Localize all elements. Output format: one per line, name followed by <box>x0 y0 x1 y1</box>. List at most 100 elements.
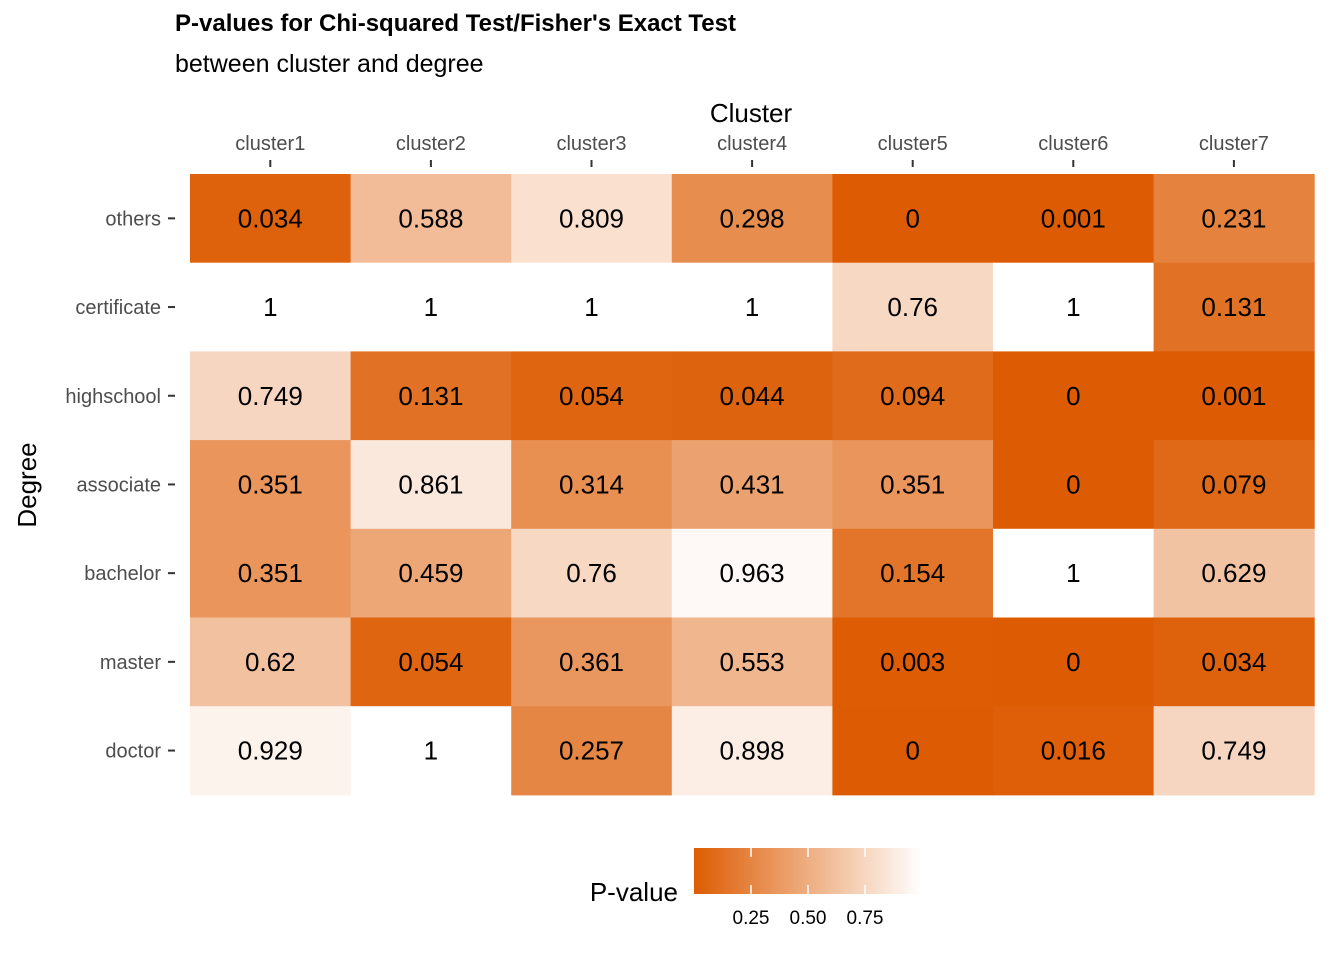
cell-value-label: 0.861 <box>398 469 463 499</box>
cell-value-label: 0 <box>905 736 919 766</box>
heatmap-cell <box>832 351 994 441</box>
cell-value-label: 0 <box>905 203 919 233</box>
heatmap-cell <box>1153 351 1315 441</box>
y-tick-label: bachelor <box>84 563 161 585</box>
heatmap-cell <box>1153 440 1315 530</box>
cell-value-label: 0.361 <box>559 647 624 677</box>
cell-value-label: 0.094 <box>880 381 945 411</box>
cell-value-label: 1 <box>263 292 277 322</box>
heatmap-cell <box>190 351 352 441</box>
heatmap-cell <box>190 617 352 707</box>
cell-value-label: 0.001 <box>1041 203 1106 233</box>
cell-value-label: 0.131 <box>398 381 463 411</box>
cell-value-label: 0.588 <box>398 203 463 233</box>
heatmap-cell <box>832 617 994 707</box>
cell-value-label: 0.553 <box>720 647 785 677</box>
cell-value-label: 0.76 <box>887 292 938 322</box>
heatmap-cell <box>671 617 833 707</box>
cell-value-label: 0.016 <box>1041 736 1106 766</box>
heatmap-cell <box>350 351 512 441</box>
y-tick-label: doctor <box>105 741 161 763</box>
heatmap-cell <box>511 174 673 264</box>
heatmap-cell <box>511 262 673 352</box>
legend: P-value 0.25 0.50 0.75 <box>590 848 922 929</box>
x-tick-label: cluster2 <box>396 133 466 155</box>
cell-value-label: 1 <box>424 736 438 766</box>
x-tick-label: cluster3 <box>556 133 626 155</box>
cell-value-label: 0.629 <box>1201 558 1266 588</box>
cell-value-label: 0.351 <box>238 558 303 588</box>
cell-value-label: 0.898 <box>720 736 785 766</box>
cell-value-label: 0.351 <box>880 469 945 499</box>
heatmap-cell <box>832 262 994 352</box>
cell-value-label: 0.314 <box>559 469 624 499</box>
cell-value-label: 0.459 <box>398 558 463 588</box>
heatmap-cell <box>671 351 833 441</box>
heatmap-cell <box>190 440 352 530</box>
y-tick-label: others <box>105 208 161 230</box>
heatmap-cell <box>350 174 512 264</box>
x-tick-label: cluster6 <box>1038 133 1108 155</box>
heatmap-cell <box>671 706 833 796</box>
cell-value-label: 0.079 <box>1201 469 1266 499</box>
heatmap-cell <box>993 174 1155 264</box>
y-tick-label: master <box>100 652 161 674</box>
cell-value-label: 0.003 <box>880 647 945 677</box>
heatmap-cell <box>1153 617 1315 707</box>
cell-value-label: 0.809 <box>559 203 624 233</box>
x-axis-ticks: cluster1 cluster2 cluster3 cluster4 cluster5… <box>235 133 1269 167</box>
cell-value-label: 0.749 <box>1201 736 1266 766</box>
heatmap-cell <box>1153 706 1315 796</box>
cell-value-label: 0.054 <box>559 381 624 411</box>
heatmap-cell <box>1153 174 1315 264</box>
heatmap-cell <box>511 528 673 618</box>
heatmap-cell <box>350 706 512 796</box>
cell-value-label: 0 <box>1066 647 1080 677</box>
cell-value-label: 0.929 <box>238 736 303 766</box>
cell-value-label: 0.044 <box>720 381 785 411</box>
heatmap-cell <box>350 440 512 530</box>
heatmap-cell <box>511 351 673 441</box>
heatmap-cell <box>832 706 994 796</box>
heatmap-cell <box>190 262 352 352</box>
heatmap-cell <box>1153 262 1315 352</box>
heatmap-cell <box>993 617 1155 707</box>
cell-value-label: 0.034 <box>238 203 303 233</box>
cell-value-label: 0.62 <box>245 647 296 677</box>
x-tick-label: cluster1 <box>235 133 305 155</box>
heatmap-cell <box>832 174 994 264</box>
cell-value-label: 0.054 <box>398 647 463 677</box>
heatmap-cell <box>993 706 1155 796</box>
x-tick-label: cluster5 <box>878 133 948 155</box>
cell-value-label: 0.257 <box>559 736 624 766</box>
heatmap-cells: 0.034 0.588 0.809 0.298 0 0.001 0.231 1 1 1 1 0.76 1… <box>190 174 1315 796</box>
chart-subtitle: between cluster and degree <box>175 50 484 78</box>
heatmap-cell <box>350 528 512 618</box>
heatmap-cell <box>350 617 512 707</box>
heatmap-cell <box>671 528 833 618</box>
cell-value-label: 1 <box>745 292 759 322</box>
y-tick-label: associate <box>77 474 162 496</box>
legend-tick-label: 0.75 <box>847 908 884 929</box>
legend-tick-label: 0.25 <box>733 908 770 929</box>
heatmap-cell <box>350 262 512 352</box>
heatmap-cell <box>993 262 1155 352</box>
legend-tick-label: 0.50 <box>790 908 827 929</box>
heatmap-cell <box>993 351 1155 441</box>
cell-value-label: 0.298 <box>720 203 785 233</box>
heatmap-cell <box>190 528 352 618</box>
cell-value-label: 1 <box>424 292 438 322</box>
heatmap-cell <box>511 617 673 707</box>
cell-value-label: 0.131 <box>1201 292 1266 322</box>
cell-value-label: 0.76 <box>566 558 617 588</box>
cell-value-label: 0.351 <box>238 469 303 499</box>
x-axis-label: Cluster <box>710 98 793 128</box>
heatmap-cell <box>511 440 673 530</box>
cell-value-label: 1 <box>1066 292 1080 322</box>
legend-title: P-value <box>590 877 678 907</box>
x-tick-label: cluster4 <box>717 133 787 155</box>
heatmap-cell <box>671 174 833 264</box>
y-axis-label: Degree <box>12 442 42 527</box>
heatmap-cell <box>671 262 833 352</box>
cell-value-label: 1 <box>584 292 598 322</box>
